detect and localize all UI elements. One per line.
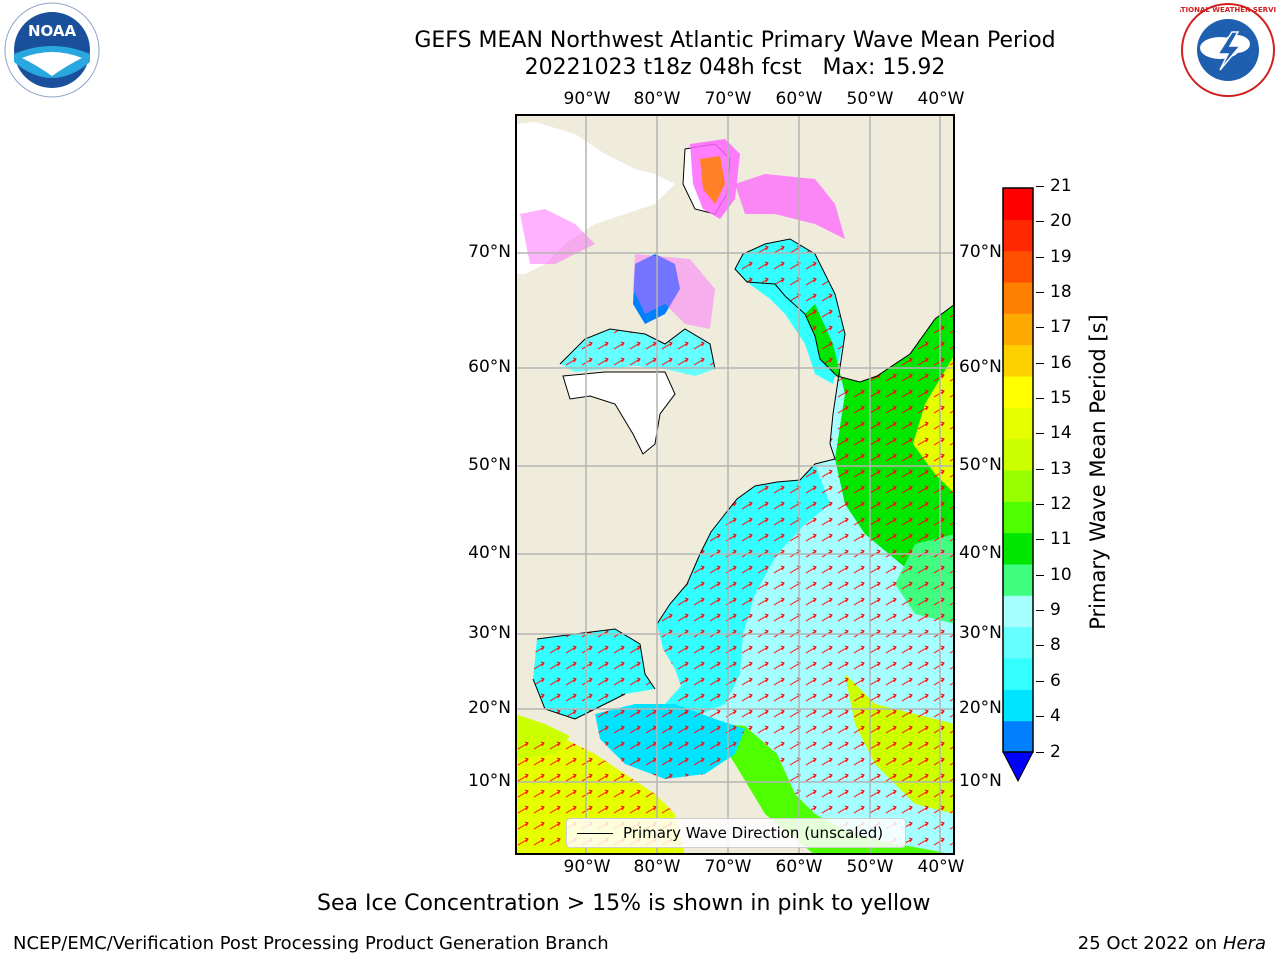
footer-date: 25 Oct 2022 on Hera: [1078, 933, 1266, 954]
colorbar-segment: [1003, 376, 1033, 408]
colorbar-tick: 18: [1050, 282, 1072, 302]
colorbar-segment: [1003, 438, 1033, 471]
footer-host: Hera: [1222, 933, 1266, 954]
lon-label-top: 50°W: [846, 89, 894, 109]
lon-label-bottom: 40°W: [917, 857, 965, 877]
svg-text:NATIONAL WEATHER SERVICE: NATIONAL WEATHER SERVICE: [1180, 6, 1276, 14]
colorbar-tick: 19: [1050, 247, 1072, 267]
footer-date-text: 25 Oct 2022 on: [1077, 933, 1223, 954]
colorbar-tick: 10: [1050, 565, 1072, 585]
colorbar-tick: 9: [1050, 600, 1061, 620]
lat-label-left: 70°N: [468, 242, 511, 262]
lat-label-right: 70°N: [959, 242, 1002, 262]
map-frame: [515, 114, 955, 855]
colorbar-segment: [1003, 689, 1033, 722]
map-legend: Primary Wave Direction (unscaled): [566, 818, 906, 848]
colorbar-segment: [1003, 595, 1033, 628]
lon-label-top: 80°W: [633, 89, 681, 109]
colorbar-tick: 17: [1050, 317, 1072, 337]
chart-subtitle: 20221023 t18z 048h fcst Max: 15.92: [524, 55, 946, 80]
colorbar-ticks: 21 20 19 18 17 16 15 14 13 12 11 10 9 8 …: [1036, 176, 1096, 786]
colorbar-tick: 21: [1050, 176, 1072, 196]
lon-label-bottom: 60°W: [775, 857, 823, 877]
colorbar-tick: 15: [1050, 388, 1072, 408]
lon-label-top: 70°W: [704, 89, 752, 109]
colorbar-frame: [1002, 187, 1034, 753]
lat-label-right: 40°N: [959, 543, 1002, 563]
footer-credit: NCEP/EMC/Verification Post Processing Pr…: [13, 933, 609, 954]
colorbar-tick: 6: [1050, 671, 1061, 691]
colorbar-segment: [1003, 250, 1033, 283]
lon-label-top: 90°W: [563, 89, 611, 109]
colorbar-segment: [1003, 344, 1033, 377]
lon-label-bottom: 80°W: [633, 857, 681, 877]
colorbar-tick: 2: [1050, 742, 1061, 762]
colorbar-segment: [1003, 564, 1033, 596]
nws-logo: NATIONAL WEATHER SERVICE: [1170, 2, 1280, 98]
sea-ice-note: Sea Ice Concentration > 15% is shown in …: [317, 891, 931, 916]
lon-label-bottom: 90°W: [563, 857, 611, 877]
colorbar-tick: 12: [1050, 494, 1072, 514]
colorbar-segment: [1003, 282, 1033, 314]
colorbar-tick: 4: [1050, 706, 1061, 726]
lat-label-left: 60°N: [468, 357, 511, 377]
lat-label-right: 10°N: [959, 771, 1002, 791]
lon-label-top: 60°W: [775, 89, 823, 109]
lat-label-right: 60°N: [959, 357, 1002, 377]
lon-label-bottom: 70°W: [704, 857, 752, 877]
lat-label-left: 10°N: [468, 771, 511, 791]
colorbar-label: Primary Wave Mean Period [s]: [1086, 314, 1110, 630]
svg-text:NOAA: NOAA: [28, 22, 77, 40]
colorbar-tick: 13: [1050, 459, 1072, 479]
colorbar-segment: [1003, 626, 1033, 659]
lat-label-left: 50°N: [468, 455, 511, 475]
colorbar-tick: 8: [1050, 635, 1061, 655]
legend-line-icon: [577, 832, 613, 834]
colorbar-segment: [1003, 658, 1033, 690]
chart-title: GEFS MEAN Northwest Atlantic Primary Wav…: [414, 28, 1056, 53]
lat-label-right: 30°N: [959, 623, 1002, 643]
colorbar-tick: 14: [1050, 423, 1072, 443]
colorbar-segment: [1003, 407, 1033, 440]
lat-label-left: 40°N: [468, 543, 511, 563]
colorbar-tick: 20: [1050, 211, 1072, 231]
coastline: [656, 238, 955, 625]
lat-label-right: 20°N: [959, 698, 1002, 718]
colorbar-segment: [1003, 470, 1033, 502]
legend-label: Primary Wave Direction (unscaled): [623, 824, 884, 842]
colorbar-tick: 16: [1050, 353, 1072, 373]
colorbar-segment: [1003, 532, 1033, 565]
lat-label-left: 30°N: [468, 623, 511, 643]
wave-direction-arrows: [657, 239, 955, 855]
lat-label-right: 50°N: [959, 455, 1002, 475]
lat-label-left: 20°N: [468, 698, 511, 718]
colorbar: [1002, 187, 1034, 783]
lon-label-bottom: 50°W: [846, 857, 894, 877]
colorbar-segment: [1003, 219, 1033, 252]
colorbar-extend-arrow: [1002, 751, 1034, 783]
lon-label-top: 40°W: [917, 89, 965, 109]
wave-period-map: [515, 114, 955, 855]
colorbar-tick: 11: [1050, 529, 1072, 549]
colorbar-segment: [1003, 313, 1033, 346]
map-gridlines: [515, 114, 955, 855]
colorbar-segment: [1003, 501, 1033, 534]
noaa-logo: NOAA: [4, 2, 100, 98]
colorbar-segment: [1003, 720, 1033, 753]
colorbar-segment: [1003, 188, 1033, 220]
